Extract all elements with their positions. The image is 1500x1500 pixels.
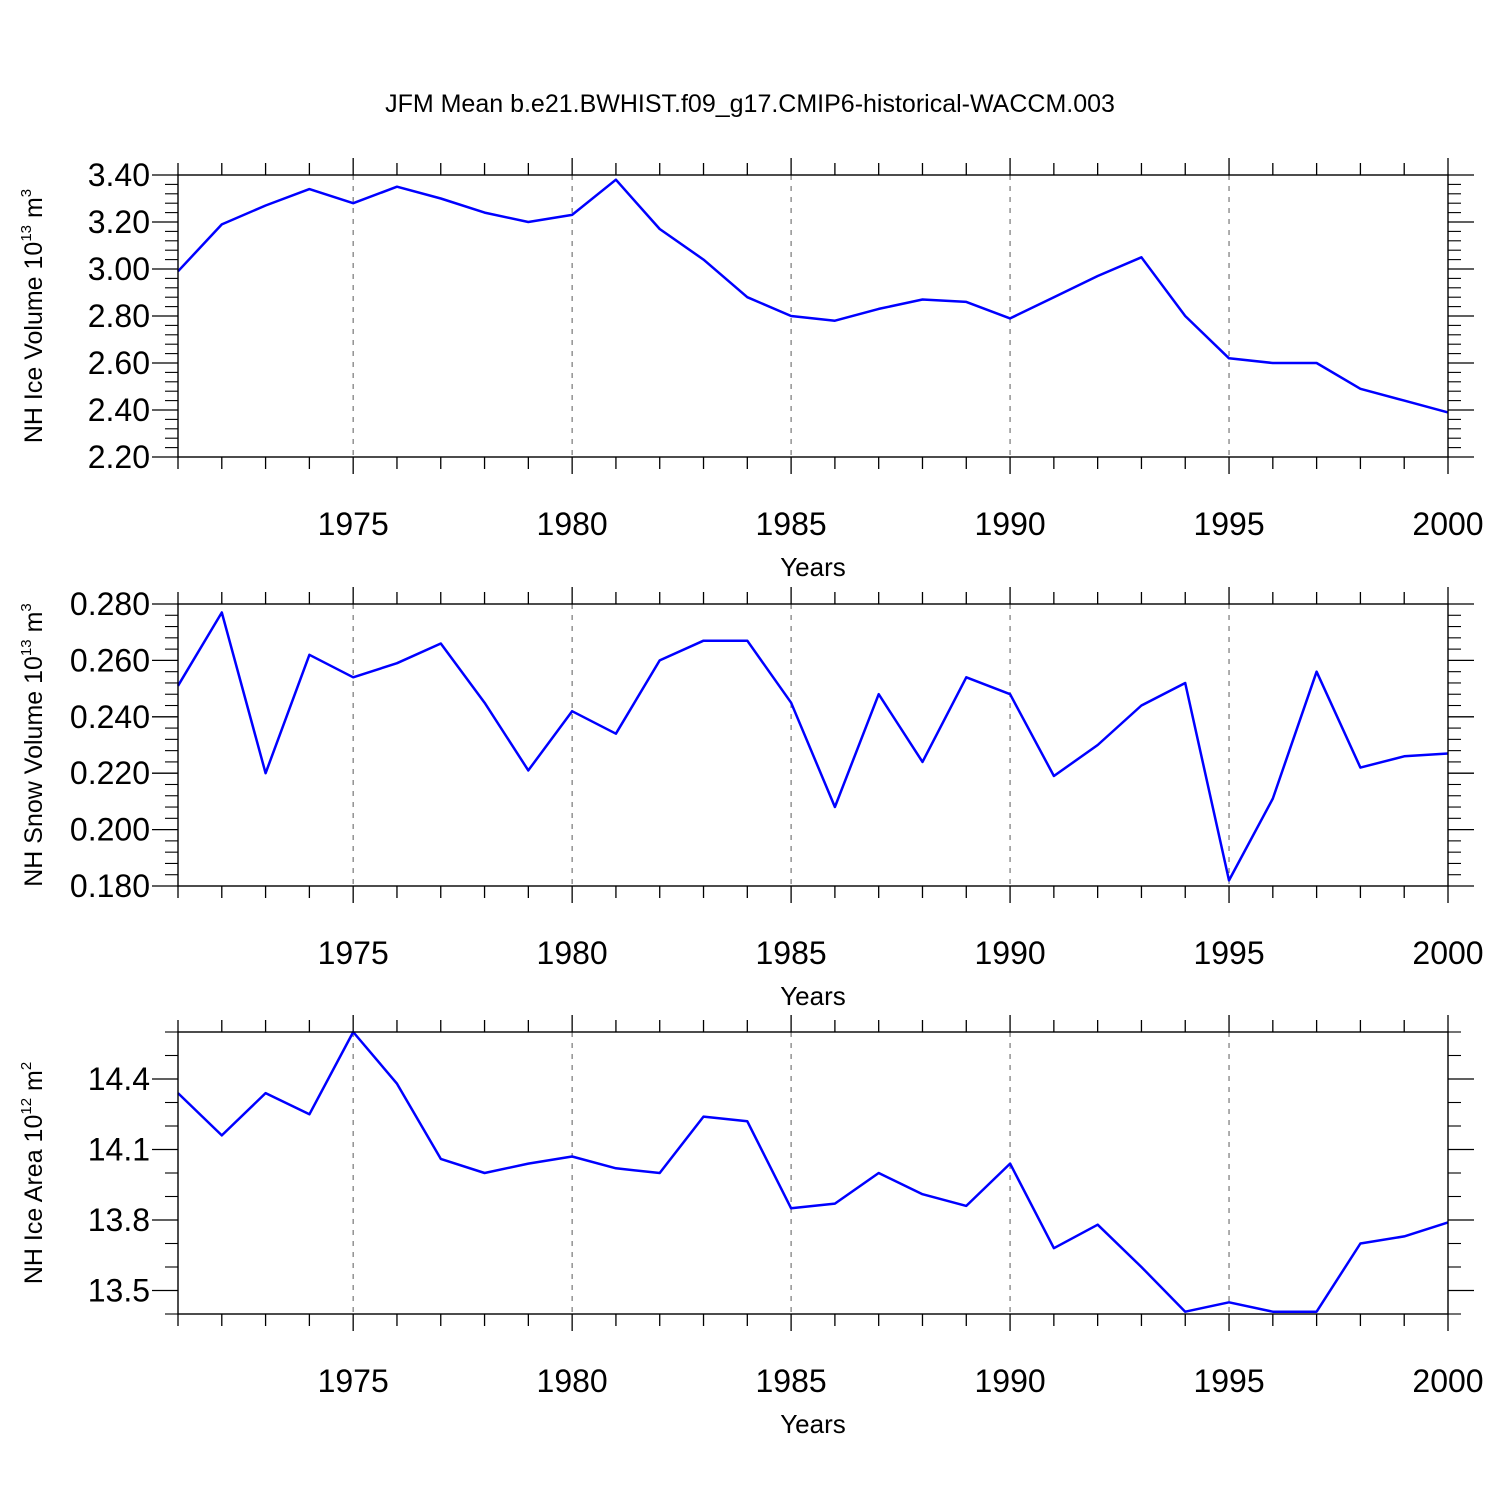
x-tick-label: 1985 <box>756 935 827 971</box>
x-tick-label: 2000 <box>1412 506 1483 542</box>
x-tick-label: 1980 <box>537 506 608 542</box>
x-tick-label: 1995 <box>1193 1363 1264 1399</box>
x-axis-label: Years <box>780 552 846 582</box>
y-tick-label: 0.280 <box>70 586 150 622</box>
y-tick-label: 3.20 <box>88 204 150 240</box>
plot-frame <box>177 1031 1449 1315</box>
x-tick-label: 1985 <box>756 506 827 542</box>
x-tick-label: 2000 <box>1412 935 1483 971</box>
x-tick-label: 1975 <box>318 506 389 542</box>
figure-title: JFM Mean b.e21.BWHIST.f09_g17.CMIP6-hist… <box>385 90 1115 118</box>
plot-frame <box>177 603 1449 887</box>
y-tick-label: 0.180 <box>70 868 150 904</box>
y-tick-label: 3.00 <box>88 251 150 287</box>
chart-panel-3: 13.5 13.8 14.1 14.4 1975 1980 1985 1990 1995 2000… <box>18 1015 1484 1439</box>
y-tick-label: 3.40 <box>88 157 150 193</box>
y-tick-label: 0.260 <box>70 642 150 678</box>
x-tick-label: 2000 <box>1412 1363 1483 1399</box>
series-line <box>176 611 1449 882</box>
x-tick-label: 1985 <box>756 1363 827 1399</box>
y-tick-label: 0.220 <box>70 755 150 791</box>
chart-panel-2: 0.180 0.200 0.220 0.240 0.260 0.280 1975 1980 19… <box>18 586 1484 1011</box>
y-tick-label: 13.8 <box>88 1202 150 1238</box>
x-tick-label: 1975 <box>318 1363 389 1399</box>
chart-panel-1: 2.20 2.40 2.60 2.80 3.00 3.20 3.40 1975 1980 1985… <box>18 157 1484 582</box>
chart-panels: 2.20 2.40 2.60 2.80 3.00 3.20 3.40 1975 1980 1985… <box>18 157 1484 1439</box>
y-tick-label: 2.40 <box>88 392 150 428</box>
y-tick-label: 14.1 <box>88 1132 150 1168</box>
y-axis-label: NH Ice Volume 1013 m3 <box>18 189 48 443</box>
y-tick-label: 0.240 <box>70 699 150 735</box>
y-tick-label: 0.200 <box>70 812 150 848</box>
x-axis-label: Years <box>780 1409 846 1439</box>
x-tick-label: 1990 <box>974 935 1045 971</box>
x-tick-label: 1980 <box>537 935 608 971</box>
x-tick-label: 1975 <box>318 935 389 971</box>
plot-frame <box>177 174 1449 458</box>
x-tick-label: 1995 <box>1193 506 1264 542</box>
x-tick-label: 1990 <box>974 1363 1045 1399</box>
y-axis-label: NH Ice Area 1012 m2 <box>18 1062 48 1284</box>
x-axis-label: Years <box>780 981 846 1011</box>
y-tick-label: 2.20 <box>88 439 150 475</box>
series-line <box>177 178 1449 414</box>
y-tick-label: 2.80 <box>88 298 150 334</box>
x-tick-label: 1995 <box>1193 935 1264 971</box>
y-tick-label: 13.5 <box>88 1273 150 1309</box>
y-tick-label: 2.60 <box>88 345 150 381</box>
y-tick-label: 14.4 <box>88 1061 150 1097</box>
series-line <box>177 1030 1449 1313</box>
x-tick-label: 1980 <box>537 1363 608 1399</box>
y-axis-label: NH Snow Volume 1013 m3 <box>18 603 48 887</box>
x-tick-label: 1990 <box>974 506 1045 542</box>
